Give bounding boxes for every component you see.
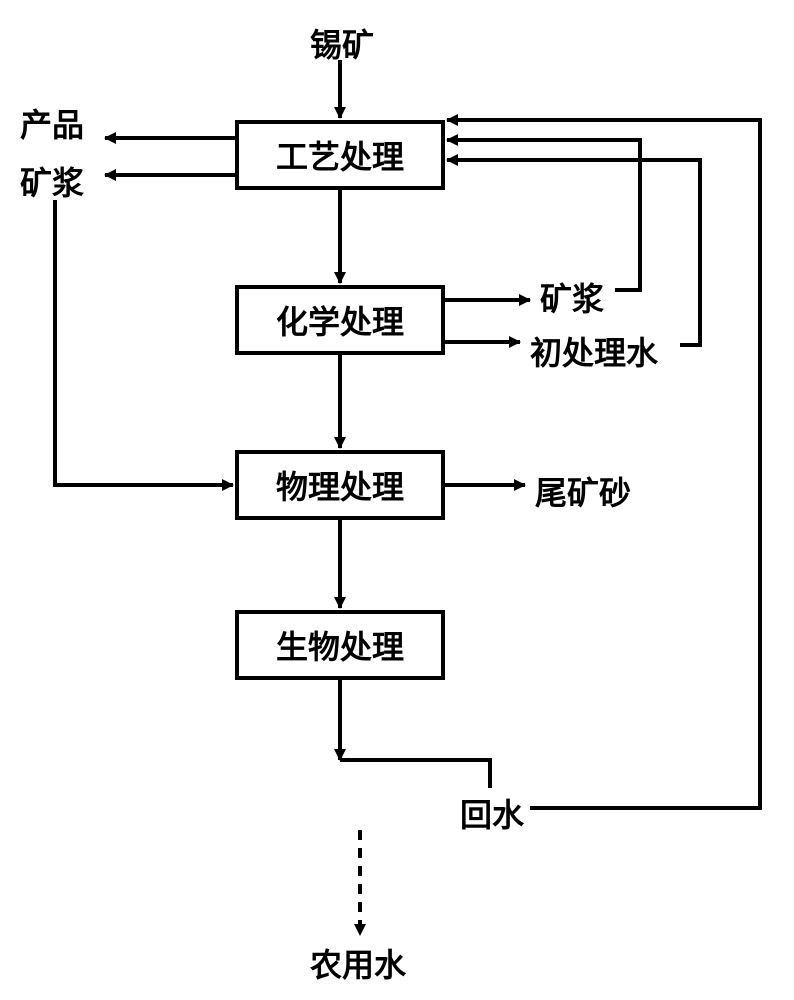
edges-layer	[0, 0, 794, 1000]
flowchart-canvas: 锡矿 产品 矿浆 矿浆 初处理水 尾矿砂 回水 农用水 工艺处理 化学处理 物理…	[0, 0, 794, 1000]
edge-slurry-right-to-process	[447, 140, 640, 290]
edge-return-to-process	[447, 120, 760, 808]
edge-slurry-left-to-physical	[55, 200, 233, 485]
edge-pretreated-to-process	[447, 160, 700, 345]
edge-biological-to-return-seg	[340, 760, 490, 788]
